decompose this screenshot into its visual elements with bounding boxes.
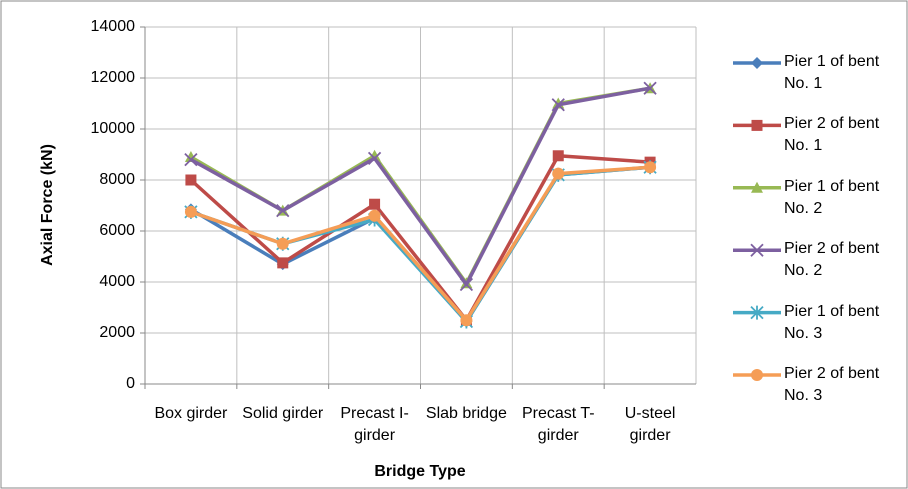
y-tick-label: 8000 — [99, 171, 135, 188]
legend-label: Pier 1 of bent No. 1 — [784, 53, 880, 92]
y-axis-label: Axial Force (kN) — [39, 144, 56, 266]
point — [367, 151, 382, 165]
point — [369, 198, 381, 210]
y-tick-label: 6000 — [99, 222, 135, 239]
point — [277, 257, 289, 269]
series-line — [189, 154, 651, 322]
legend-marker — [750, 243, 764, 257]
x-tick-label: Precast T-girder — [521, 405, 595, 444]
point — [368, 209, 381, 222]
legend-marker — [751, 119, 763, 131]
legend-label: Pier 2 of bent No. 2 — [784, 240, 880, 280]
x-tick-label: Slab bridge — [425, 405, 507, 422]
x-tick-label: U-steel girder — [624, 405, 676, 444]
legend-label: Pier 2 of bent No. 3 — [784, 365, 880, 404]
point — [551, 98, 565, 112]
point — [552, 167, 565, 180]
y-tick-label: 4000 — [99, 273, 135, 290]
y-tick-label: 14000 — [91, 18, 136, 35]
x-tick-label: Precast I-girder — [340, 405, 409, 444]
point — [460, 314, 473, 327]
y-tick-label: 2000 — [99, 324, 135, 341]
x-tick-label: Solid girder — [242, 405, 324, 422]
point — [185, 174, 197, 186]
series-line — [190, 86, 651, 287]
point — [184, 152, 198, 167]
point — [552, 150, 564, 162]
x-axis-label: Bridge Type — [374, 463, 465, 480]
legend-marker — [751, 369, 763, 381]
legend-marker — [751, 57, 763, 69]
point — [643, 81, 657, 95]
point — [459, 277, 474, 292]
legend-marker — [750, 305, 764, 320]
point — [644, 161, 657, 174]
point — [184, 205, 197, 218]
point — [276, 203, 290, 218]
legend-marker — [751, 181, 763, 193]
series-line — [190, 165, 651, 322]
legend-label: Pier 2 of bent No. 1 — [784, 115, 880, 155]
y-tick-label: 0 — [126, 375, 135, 392]
legend-label: Pier 1 of bent No. 2 — [784, 177, 880, 217]
y-tick-label: 12000 — [91, 69, 136, 86]
x-tick-label: Box girder — [154, 405, 228, 422]
y-tick-label: 10000 — [91, 120, 136, 137]
point — [276, 237, 289, 250]
legend-label: Pier 1 of bent No. 3 — [784, 302, 880, 342]
